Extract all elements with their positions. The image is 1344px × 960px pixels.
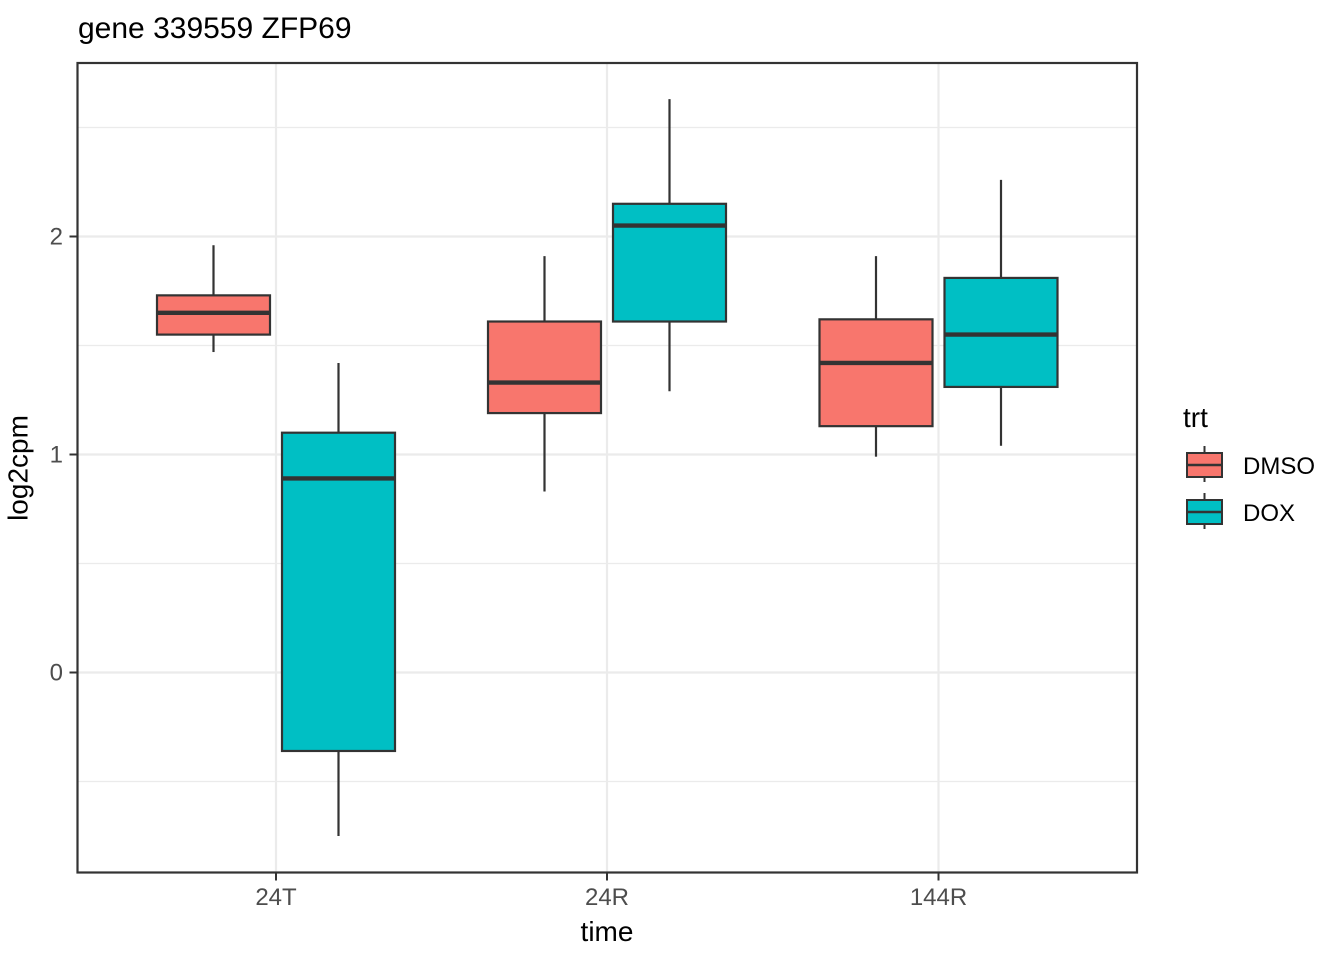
box-DMSO-144R [818, 256, 934, 457]
gridlines [77, 63, 1137, 873]
y-tick-label: 0 [50, 660, 63, 687]
box-rect [280, 431, 397, 753]
y-axis-title: log2cpm [3, 415, 34, 521]
box-DMSO-24R [486, 256, 603, 492]
box-DOX-144R [943, 179, 1059, 446]
box-DMSO-24T [155, 245, 272, 353]
legend: trt DMSO DOX [1183, 402, 1315, 529]
x-tick-label: 144R [910, 884, 967, 911]
x-tick-label: 24T [255, 884, 297, 911]
y-tick-label: 1 [50, 442, 63, 469]
box-DOX-24R [611, 99, 728, 392]
box-rect [818, 318, 934, 428]
box-rect [611, 202, 728, 323]
legend-title: trt [1183, 402, 1208, 433]
legend-key-label: DOX [1243, 500, 1295, 527]
legend-key-dox: DOX [1186, 493, 1295, 529]
legend-key-label: DMSO [1243, 453, 1315, 480]
box-DOX-24T [280, 362, 397, 836]
boxplots [155, 99, 1059, 836]
y-axis: 0 1 2 [50, 224, 78, 687]
x-axis: 24T 24R 144R [255, 872, 967, 911]
x-axis-title: time [581, 916, 634, 947]
legend-keys: DMSO DOX [1186, 446, 1315, 529]
y-tick-label: 2 [50, 224, 63, 251]
x-tick-label: 24R [585, 884, 629, 911]
box-rect [486, 320, 603, 415]
legend-key-dmso: DMSO [1186, 446, 1315, 482]
plot-title: gene 339559 ZFP69 [78, 12, 352, 45]
